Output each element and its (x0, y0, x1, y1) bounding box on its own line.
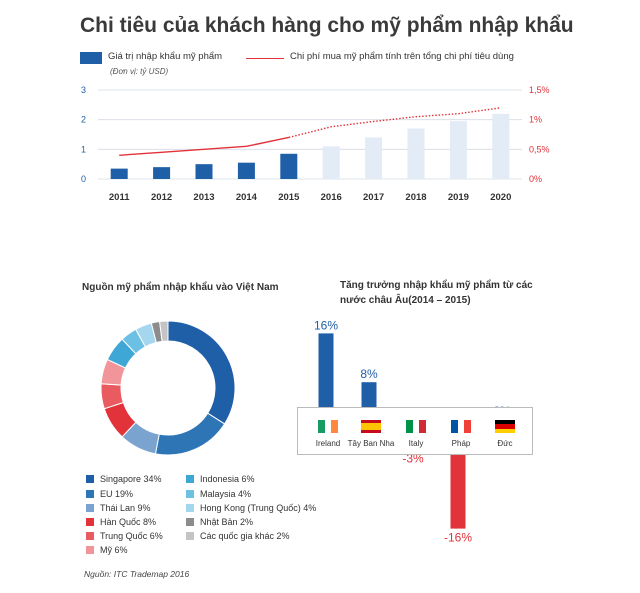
ireland-flag-icon (318, 420, 339, 433)
donut-legend-trung-quoc: Trung Quốc 6% (86, 531, 163, 541)
bar-2019 (449, 121, 467, 179)
donut-legend-nhat-ban: Nhật Bản 2% (186, 517, 253, 527)
x-tick-label: 2012 (151, 192, 172, 203)
bar-2020 (492, 113, 510, 179)
donut-chart (100, 320, 236, 456)
legend-swatch (86, 475, 94, 483)
combo-chart: 0 1 2 3 0% 0,5% 1% 1,5% 2011 2012 2013 2014 2015 2016… (81, 85, 550, 203)
legend-bar-swatch (80, 52, 102, 64)
bar-2017 (365, 137, 383, 179)
y2-tick-label: 0% (529, 174, 542, 184)
x-tick-label: 2013 (193, 192, 214, 203)
y2-tick-label: 1,5% (529, 85, 550, 95)
legend-label: Các quốc gia khác 2% (200, 531, 290, 541)
donut-legend-singapore: Singapore 34% (86, 474, 162, 484)
growth-value-label: -16% (444, 531, 472, 545)
x-tick-label: 2017 (363, 192, 384, 203)
y-tick-label: 3 (81, 85, 86, 95)
y2-tick-label: 0,5% (529, 144, 550, 154)
italy-flag-icon (406, 420, 427, 433)
spain-flag-icon (361, 420, 381, 433)
donut-legend-indonesia: Indonesia 6% (186, 474, 255, 484)
donut-legend-cac-quoc-gia-khac: Các quốc gia khác 2% (186, 531, 290, 541)
x-tick-label: 2018 (405, 192, 426, 203)
growth-value-label: 8% (360, 367, 378, 381)
legend-swatch (186, 532, 194, 540)
y-tick-label: 2 (81, 115, 86, 125)
legend-label: Indonesia 6% (200, 474, 255, 484)
legend-label: EU 19% (100, 489, 134, 499)
legend-label: Singapore 34% (100, 474, 162, 484)
flag-label: Đức (497, 439, 513, 448)
flag-label: Pháp (451, 439, 471, 448)
legend-swatch (186, 518, 194, 526)
donut-legend-malaysia: Malaysia 4% (186, 489, 251, 499)
bar-2018 (407, 128, 425, 179)
legend-label: Nhật Bản 2% (200, 517, 254, 527)
growth-value-label: 16% (314, 318, 338, 332)
legend-label: Hong Kong (Trung Quốc) 4% (200, 503, 317, 513)
growth-bar-0 (318, 333, 334, 431)
legend-label: Mỹ 6% (100, 545, 128, 555)
legend-swatch (86, 504, 94, 512)
line-series-forecast (288, 107, 501, 139)
main-title: Chi tiêu của khách hàng cho mỹ phẩm nhập… (80, 14, 574, 37)
growth-bar-3 (450, 431, 466, 529)
flag-item-germany: Đức (480, 420, 530, 448)
footnote: Nguồn: ITC Trademap 2016 (84, 569, 190, 579)
x-tick-label: 2016 (321, 192, 342, 203)
legend-bar-label: Giá trị nhập khẩu mỹ phẩm (108, 51, 223, 62)
y2-tick-label: 1% (529, 115, 542, 125)
bar-2013 (195, 164, 213, 179)
donut-legend-han-quoc: Hàn Quốc 8% (86, 517, 156, 527)
legend-swatch (186, 504, 194, 512)
legend-bar-unit: (Đơn vị: tỷ USD) (110, 67, 169, 76)
legend-swatch (186, 490, 194, 498)
germany-flag-icon (495, 420, 515, 433)
donut-legend-my: Mỹ 6% (86, 545, 128, 555)
x-tick-label: 2020 (490, 192, 511, 203)
flag-label: Ireland (315, 439, 341, 448)
x-tick-label: 2014 (236, 192, 258, 203)
donut-chart-title: Nguồn mỹ phẩm nhập khẩu vào Việt Nam (82, 282, 279, 293)
legend-swatch (86, 490, 94, 498)
y-tick-label: 0 (81, 174, 86, 184)
x-tick-label: 2011 (109, 192, 130, 203)
legend-swatch (86, 518, 94, 526)
bar-2011 (110, 168, 128, 179)
flag-item-ireland: Ireland (303, 420, 353, 448)
y-tick-label: 1 (81, 144, 86, 154)
legend-line-swatch (246, 58, 284, 59)
flag-label: Tây Ban Nha (347, 439, 395, 448)
legend-label: Trung Quốc 6% (100, 531, 163, 541)
x-tick-label: 2019 (448, 192, 469, 203)
legend-label: Thái Lan 9% (100, 503, 151, 513)
x-tick-label: 2015 (278, 192, 300, 203)
donut-slice-các-quốc-gia-khác (159, 320, 169, 342)
bar-2016 (322, 146, 340, 179)
growth-chart-title: Tăng trưởng nhập khẩu mỹ phẩm từ các nướ… (340, 280, 533, 306)
donut-legend-thai-lan: Thái Lan 9% (86, 503, 151, 513)
bar-2014 (237, 162, 255, 179)
legend-swatch (86, 546, 94, 554)
bar-2015 (280, 153, 298, 179)
legend-swatch (86, 532, 94, 540)
legend-label: Malaysia 4% (200, 489, 252, 499)
donut-legend-eu: EU 19% (86, 489, 133, 499)
flag-item-italy: Italy (391, 420, 441, 448)
legend-label: Hàn Quốc 8% (100, 517, 157, 527)
flag-item-france: Pháp (436, 420, 486, 448)
flag-panel: Ireland Tây Ban Nha Italy Pháp Đức (297, 407, 533, 455)
bar-2012 (153, 167, 171, 179)
flag-item-spain: Tây Ban Nha (346, 420, 396, 448)
legend-swatch (186, 475, 194, 483)
flag-label: Italy (408, 439, 424, 448)
france-flag-icon (451, 420, 472, 433)
legend-line-label: Chi phí mua mỹ phẩm tính trên tổng chi p… (290, 51, 514, 62)
donut-legend-hong-kong: Hong Kong (Trung Quốc) 4% (186, 503, 316, 513)
